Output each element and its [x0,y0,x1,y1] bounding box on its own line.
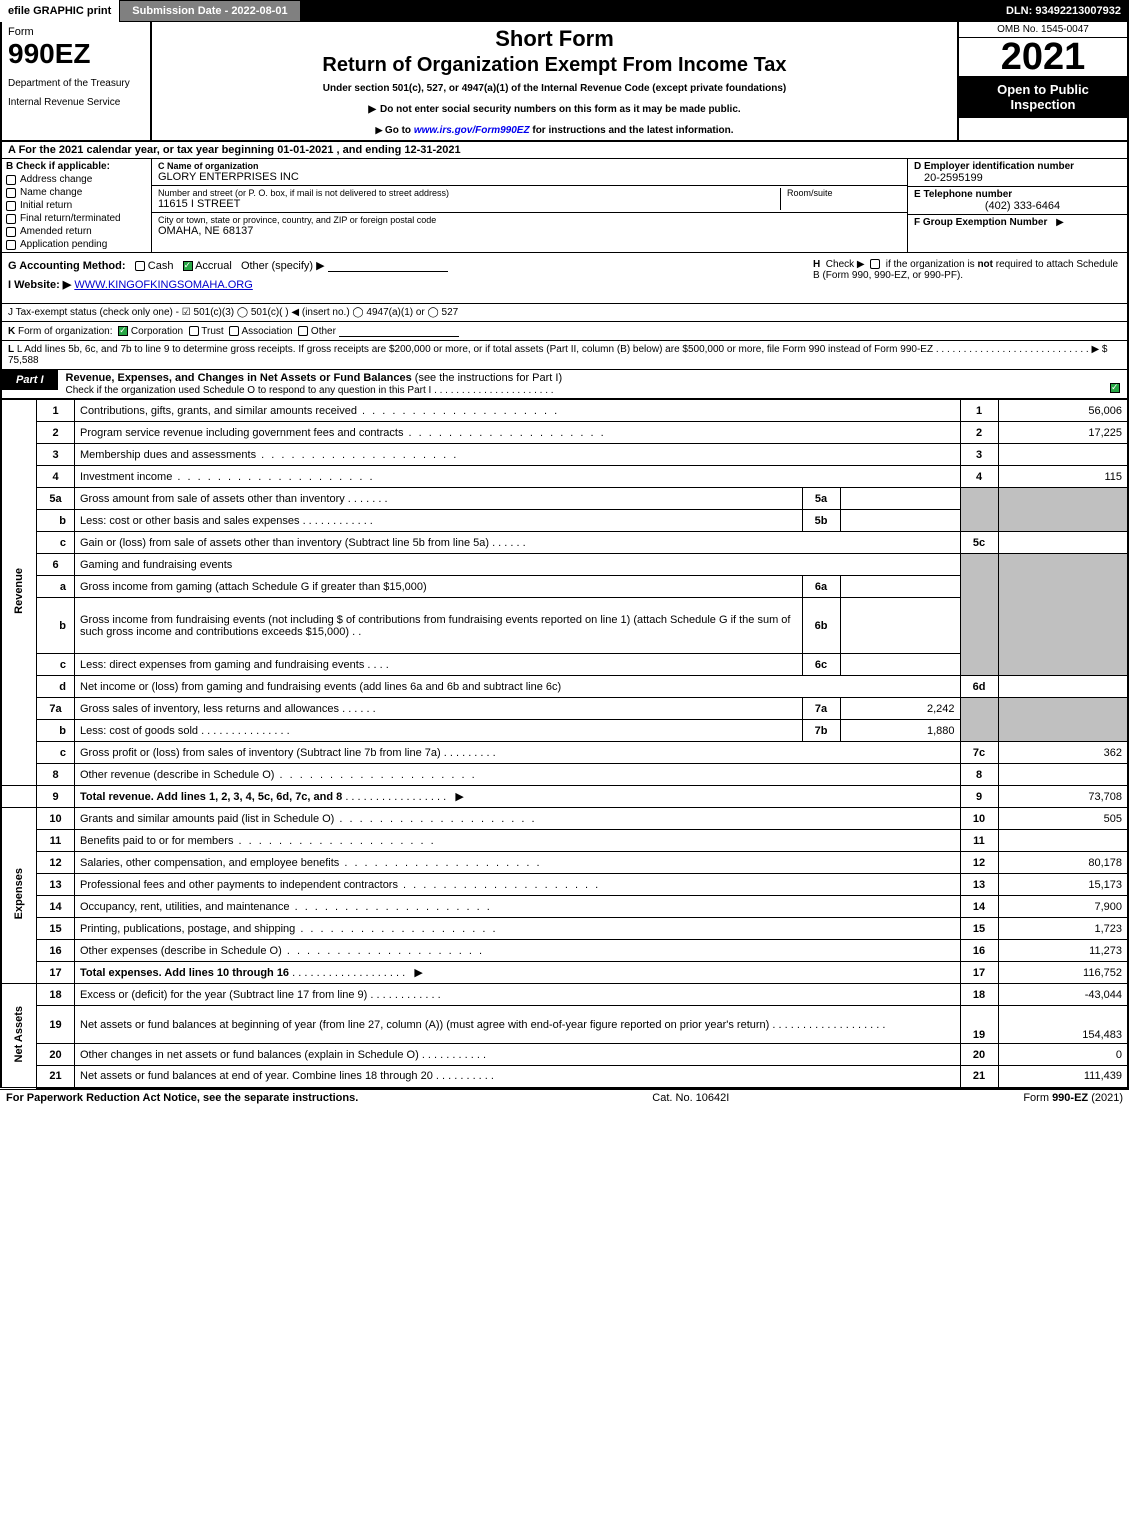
val-14: 7,900 [998,896,1128,918]
form-header: Form 990EZ Department of the Treasury In… [0,22,1129,142]
room-label: Room/suite [787,188,901,198]
check-name[interactable] [6,188,16,198]
g-accrual-check[interactable] [183,261,193,271]
ein: 20-2595199 [914,172,1121,184]
check-final[interactable] [6,214,16,224]
title-short-form: Short Form [162,26,947,52]
website-link[interactable]: WWW.KINGOFKINGSOMAHA.ORG [74,279,252,291]
val-6b [840,598,960,654]
val-20: 0 [998,1044,1128,1066]
b-header: B Check if applicable: [6,161,147,172]
val-5c [998,532,1128,554]
phone: (402) 333-6464 [914,200,1121,212]
row-J: J Tax-exempt status (check only one) - ☑… [0,304,1129,322]
city: OMAHA, NE 68137 [158,225,901,237]
section-bcdef: B Check if applicable: Address change Na… [0,159,1129,253]
row-L: L L Add lines 5b, 6c, and 7b to line 9 t… [0,341,1129,370]
k-trust[interactable] [189,326,199,336]
g-cash-check[interactable] [135,261,145,271]
val-2: 17,225 [998,422,1128,444]
efile-label: efile GRAPHIC print [0,0,119,22]
part-I-header: Part I Revenue, Expenses, and Changes in… [0,370,1129,399]
i-line: I Website: ▶ WWW.KINGOFKINGSOMAHA.ORG [8,278,801,291]
dept-treasury: Department of the Treasury [8,78,144,89]
street-label: Number and street (or P. O. box, if mail… [158,188,774,198]
val-13: 15,173 [998,874,1128,896]
val-17: 116,752 [998,962,1128,984]
val-5b [840,510,960,532]
check-pending[interactable] [6,240,16,250]
val-6a [840,576,960,598]
k-corp[interactable] [118,326,128,336]
partI-check[interactable] [1110,383,1120,393]
note-goto: ▶ Go to www.irs.gov/Form990EZ for instru… [162,125,947,136]
gross-receipts: 75,588 [8,355,39,366]
part-tab: Part I [2,370,58,390]
val-12: 80,178 [998,852,1128,874]
val-21: 111,439 [998,1066,1128,1088]
footer-right: Form 990-EZ (2021) [1023,1092,1123,1104]
side-expenses: Expenses [1,808,37,984]
footer: For Paperwork Reduction Act Notice, see … [0,1089,1129,1106]
val-1: 56,006 [998,400,1128,422]
footer-left: For Paperwork Reduction Act Notice, see … [6,1092,358,1104]
col-DEF: D Employer identification number 20-2595… [907,159,1127,252]
tax-year: 2021 [959,38,1127,76]
f-label: F Group Exemption Number [914,217,1047,228]
val-7b: 1,880 [840,720,960,742]
street: 11615 I STREET [158,198,774,210]
val-11 [998,830,1128,852]
footer-center: Cat. No. 10642I [652,1092,729,1104]
g-other-blank[interactable] [328,260,448,272]
check-address[interactable] [6,175,16,185]
val-19: 154,483 [998,1006,1128,1044]
val-16: 11,273 [998,940,1128,962]
h-line: H Check ▶ if the organization is not req… [807,253,1127,303]
row-K: K Form of organization: Corporation Trus… [0,322,1129,341]
section-gh: G Accounting Method: Cash Accrual Other … [0,253,1129,304]
f-arrow: ▶ [1056,217,1064,228]
open-public: Open to Public Inspection [959,76,1127,118]
irs-link[interactable]: www.irs.gov/Form990EZ [414,125,530,136]
row-A: A For the 2021 calendar year, or tax yea… [0,142,1129,159]
title-return: Return of Organization Exempt From Incom… [162,54,947,77]
side-netassets: Net Assets [1,984,37,1088]
subtitle: Under section 501(c), 527, or 4947(a)(1)… [162,83,947,94]
g-line: G Accounting Method: Cash Accrual Other … [8,259,801,272]
col-B: B Check if applicable: Address change Na… [2,159,152,252]
k-assoc[interactable] [229,326,239,336]
val-6c [840,654,960,676]
val-9: 73,708 [998,786,1128,808]
k-other[interactable] [298,326,308,336]
h-check[interactable] [870,259,880,269]
form-word: Form [8,26,144,38]
val-7a: 2,242 [840,698,960,720]
val-6d [998,676,1128,698]
note-ssn: Do not enter social security numbers on … [162,104,947,115]
irs-label: Internal Revenue Service [8,97,144,108]
form-number: 990EZ [8,38,144,70]
val-15: 1,723 [998,918,1128,940]
check-amended[interactable] [6,227,16,237]
d-label: D Employer identification number [914,161,1121,172]
e-label: E Telephone number [914,189,1121,200]
submission-date: Submission Date - 2022-08-01 [119,0,300,22]
city-label: City or town, state or province, country… [158,215,901,225]
org-name: GLORY ENTERPRISES INC [158,171,901,183]
val-8 [998,764,1128,786]
col-C: C Name of organization GLORY ENTERPRISES… [152,159,907,252]
main-table: Revenue 1 Contributions, gifts, grants, … [0,399,1129,1089]
val-18: -43,044 [998,984,1128,1006]
top-bar: efile GRAPHIC print Submission Date - 20… [0,0,1129,22]
val-4: 115 [998,466,1128,488]
check-initial[interactable] [6,201,16,211]
c-name-label: C Name of organization [158,161,259,171]
val-5a [840,488,960,510]
side-revenue: Revenue [1,400,37,786]
val-3 [998,444,1128,466]
val-10: 505 [998,808,1128,830]
val-7c: 362 [998,742,1128,764]
dln: DLN: 93492213007932 [998,0,1129,22]
